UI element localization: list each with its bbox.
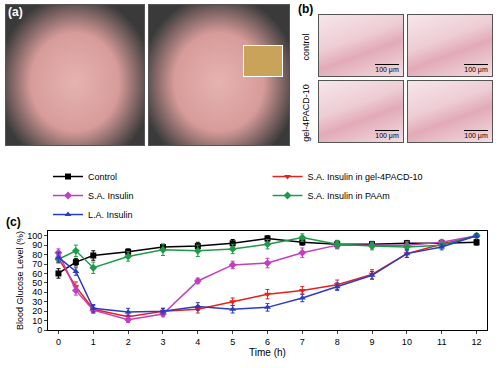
html-text:100 μm: 100 μm	[464, 66, 488, 73]
svg-text:80: 80	[32, 250, 42, 260]
html-text:100 μm: 100 μm	[375, 132, 399, 139]
svg-text:2: 2	[126, 337, 131, 347]
svg-text:Control: Control	[88, 172, 117, 182]
svg-text:40: 40	[32, 287, 42, 297]
svg-text:4: 4	[195, 337, 200, 347]
svg-text:100: 100	[27, 231, 42, 241]
html-text:control: control	[301, 33, 311, 61]
html-text:100 μm: 100 μm	[375, 66, 399, 73]
svg-text:5: 5	[230, 337, 235, 347]
svg-text:50: 50	[32, 278, 42, 288]
svg-text:12: 12	[472, 337, 482, 347]
svg-text:3: 3	[160, 337, 165, 347]
svg-text:10: 10	[402, 337, 412, 347]
svg-text:10: 10	[32, 316, 42, 326]
svg-text:(c): (c)	[6, 215, 21, 229]
svg-text:20: 20	[32, 306, 42, 316]
svg-text:60: 60	[32, 269, 42, 279]
html-text:(b): (b)	[298, 2, 314, 16]
svg-text:L.A. Insulin: L.A. Insulin	[88, 210, 133, 220]
svg-text:0: 0	[56, 337, 61, 347]
html-text:100 μm: 100 μm	[464, 132, 488, 139]
svg-text:S.A. Insulin in gel-4PACD-10: S.A. Insulin in gel-4PACD-10	[308, 172, 423, 182]
svg-text:11: 11	[437, 337, 446, 347]
html-text:(a): (a)	[8, 5, 23, 19]
svg-text:30: 30	[32, 297, 42, 307]
svg-text:Blood Glucose Level (%): Blood Glucose Level (%)	[15, 231, 25, 330]
svg-text:S.A. Insulin in PAAm: S.A. Insulin in PAAm	[308, 191, 390, 201]
svg-text:90: 90	[32, 240, 42, 250]
svg-text:Time (h): Time (h)	[249, 347, 286, 358]
svg-text:6: 6	[265, 337, 270, 347]
svg-text:0: 0	[37, 325, 42, 335]
svg-text:9: 9	[370, 337, 375, 347]
html-text:gel-4PACD-10: gel-4PACD-10	[301, 84, 311, 142]
svg-text:7: 7	[300, 337, 305, 347]
svg-text:70: 70	[32, 259, 42, 269]
svg-text:S.A. Insulin: S.A. Insulin	[88, 191, 134, 201]
svg-text:8: 8	[335, 337, 340, 347]
svg-text:1: 1	[91, 337, 96, 347]
